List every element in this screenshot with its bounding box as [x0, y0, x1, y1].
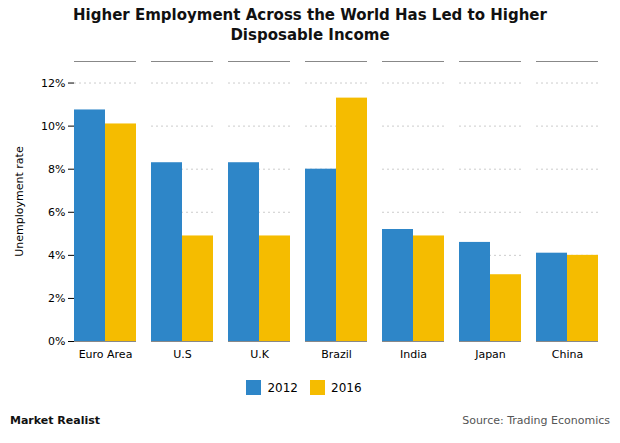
- svg-text:Unemployment rate: Unemployment rate: [13, 146, 26, 257]
- html-text:2012: 2012: [267, 380, 298, 395]
- html-text:2016: 2016: [331, 380, 362, 395]
- svg-text:12%: 12%: [41, 77, 65, 90]
- svg-text:2%: 2%: [48, 292, 65, 305]
- svg-text:China: China: [552, 348, 583, 361]
- svg-text:Euro Area: Euro Area: [79, 348, 133, 361]
- svg-text:10%: 10%: [41, 120, 65, 133]
- html-text:Source: Trading Economics: Source: Trading Economics: [462, 414, 610, 427]
- svg-text:0%: 0%: [48, 335, 65, 348]
- svg-text:U.S: U.S: [173, 348, 192, 361]
- svg-text:8%: 8%: [48, 163, 65, 176]
- svg-text:India: India: [400, 348, 427, 361]
- svg-text:Japan: Japan: [474, 348, 506, 361]
- svg-text:6%: 6%: [48, 206, 65, 219]
- svg-text:U.K: U.K: [250, 348, 270, 361]
- svg-text:Brazil: Brazil: [321, 348, 352, 361]
- html-text:Higher Employment Across the W: Higher Employment Across the World Has L…: [73, 6, 547, 44]
- svg-text:4%: 4%: [48, 249, 65, 262]
- html-text:Market Realist: Market Realist: [10, 414, 101, 427]
